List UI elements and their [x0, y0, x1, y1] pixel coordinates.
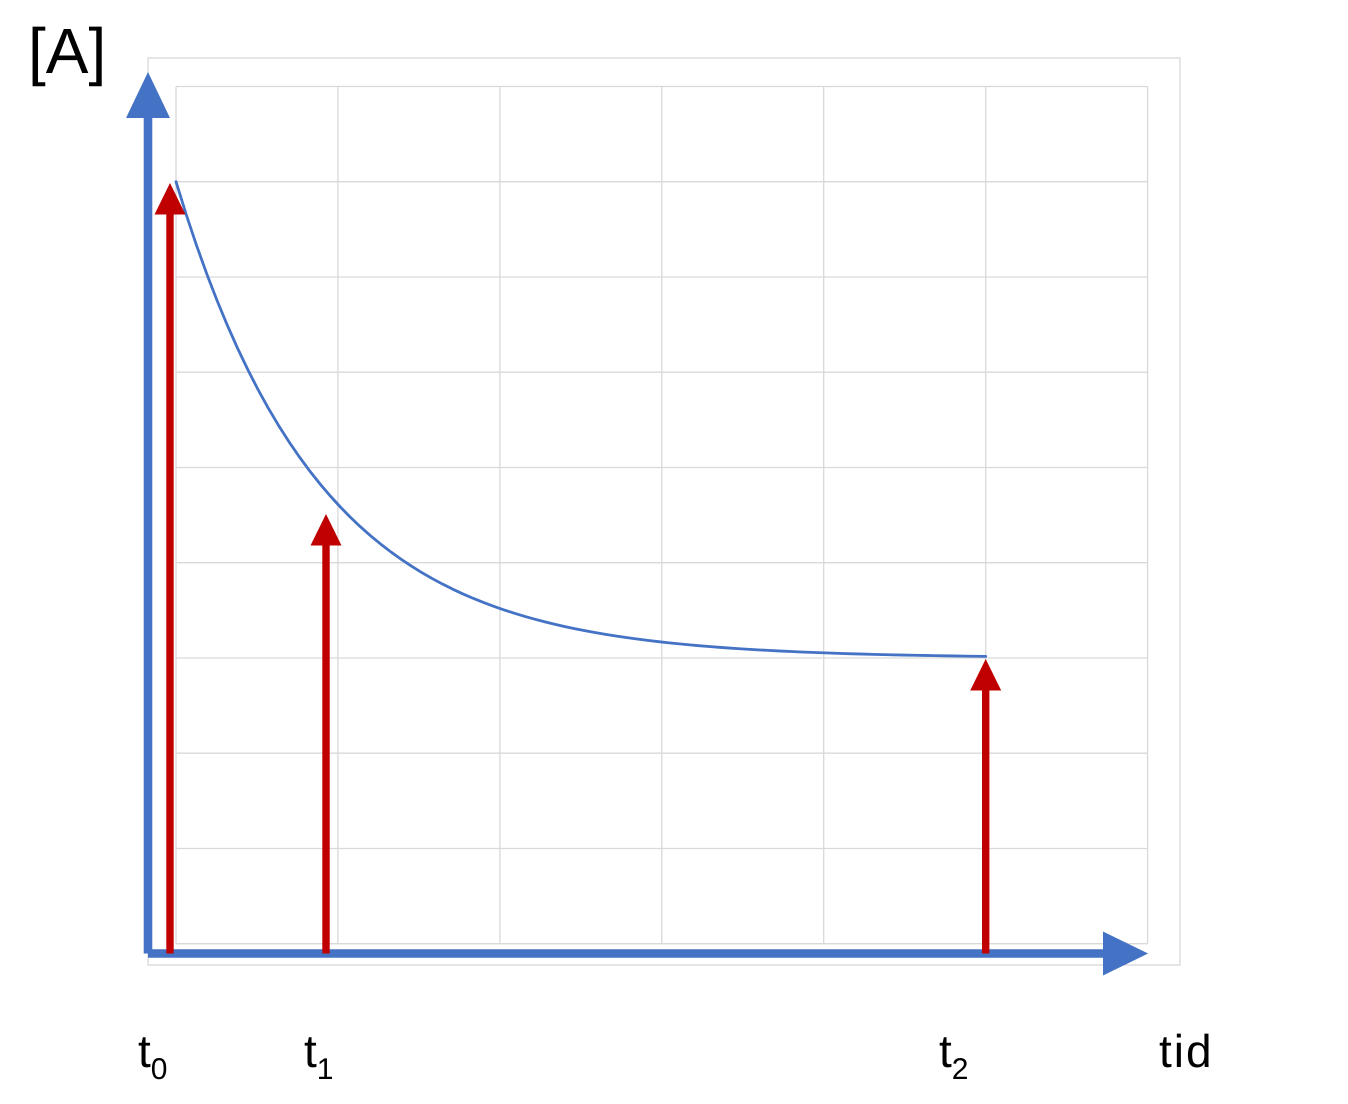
- svg-text:t0: t0: [138, 1025, 167, 1086]
- svg-text:t1: t1: [304, 1025, 333, 1086]
- svg-text:[A]: [A]: [28, 15, 106, 87]
- svg-text:tid: tid: [1159, 1025, 1214, 1077]
- svg-text:t2: t2: [939, 1025, 968, 1086]
